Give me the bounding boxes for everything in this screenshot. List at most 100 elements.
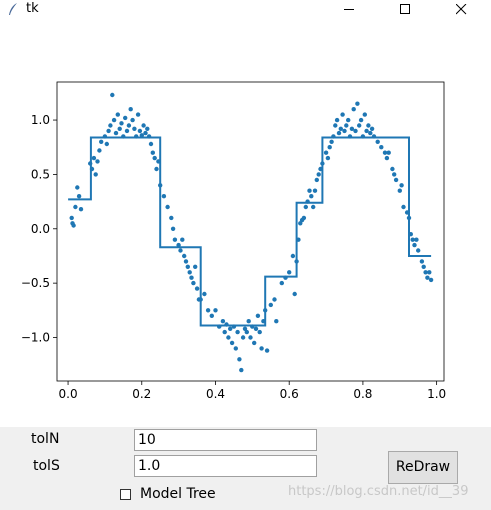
x-tick-label: 0.8 <box>353 387 372 401</box>
data-point <box>416 248 421 253</box>
plot-canvas: 0.0 0.2 0.4 0.6 0.8 1.0 −1.0 −0.5 0.0 0.5 1.0 <box>0 20 491 427</box>
data-point <box>414 237 419 242</box>
data-point <box>290 253 296 259</box>
data-point <box>152 155 157 161</box>
data-point <box>213 308 218 313</box>
data-point <box>336 130 342 136</box>
data-point <box>298 221 303 226</box>
data-point <box>301 215 307 221</box>
data-point <box>358 117 364 123</box>
data-point <box>229 340 235 346</box>
data-point <box>141 123 146 128</box>
data-point <box>421 264 426 269</box>
data-point <box>382 150 388 155</box>
data-point <box>346 117 351 123</box>
data-point <box>91 155 97 161</box>
data-point <box>279 280 284 286</box>
data-point <box>235 329 240 335</box>
data-point <box>253 326 259 331</box>
data-point <box>75 185 80 190</box>
data-point <box>150 150 155 155</box>
data-point <box>130 117 135 123</box>
data-point <box>392 172 397 177</box>
data-point <box>264 348 270 353</box>
data-point <box>312 188 318 193</box>
data-point <box>397 188 402 193</box>
data-point <box>323 150 329 155</box>
data-point <box>268 302 273 308</box>
close-button[interactable] <box>439 0 484 20</box>
data-point <box>292 291 297 297</box>
data-point <box>226 335 231 340</box>
tolS-input[interactable]: 1.0 <box>134 455 317 477</box>
x-tick-label: 0.4 <box>206 387 225 401</box>
tolS-label: tolS <box>33 458 60 474</box>
data-point <box>309 194 314 199</box>
data-point <box>375 139 380 144</box>
data-point <box>187 270 192 275</box>
data-point <box>366 123 371 128</box>
data-point <box>119 121 124 126</box>
y-tick-label: 1.0 <box>31 113 50 127</box>
watermark: https://blog.csdn.net/id__39 <box>288 484 469 499</box>
data-point <box>399 183 404 188</box>
data-point <box>423 270 428 275</box>
data-point <box>334 117 340 123</box>
close-icon <box>456 4 467 15</box>
y-tick-label: 0.5 <box>31 167 50 181</box>
tolN-label: tolN <box>31 431 60 447</box>
data-point <box>427 270 432 275</box>
data-point <box>242 326 248 331</box>
minimize-button[interactable] <box>327 0 372 20</box>
maximize-icon <box>400 4 410 14</box>
data-point <box>73 204 78 210</box>
data-point <box>220 319 226 324</box>
redraw-button[interactable]: ReDraw <box>388 451 458 484</box>
maximize-button[interactable] <box>383 0 428 20</box>
tolN-input[interactable]: 10 <box>134 429 317 451</box>
data-point <box>205 308 211 313</box>
data-point <box>255 313 261 318</box>
model-tree-label: Model Tree <box>140 486 216 502</box>
data-point <box>351 107 356 112</box>
y-tick-label: −0.5 <box>21 276 50 290</box>
data-point <box>390 166 395 172</box>
data-point <box>329 139 334 144</box>
x-tick-label: 0.6 <box>280 387 299 401</box>
model-tree-checkbox[interactable] <box>120 489 131 500</box>
data-point <box>180 237 185 242</box>
data-point <box>99 139 104 144</box>
data-point <box>316 172 321 177</box>
data-point <box>115 112 121 117</box>
data-point <box>368 130 373 136</box>
data-point <box>240 335 246 340</box>
regression-line <box>68 136 432 327</box>
data-point <box>145 126 150 131</box>
data-point <box>246 319 251 324</box>
data-point <box>362 112 367 117</box>
data-point <box>185 264 190 269</box>
data-point <box>71 223 76 228</box>
data-point <box>237 357 242 362</box>
data-point <box>139 133 144 138</box>
data-point <box>191 280 196 286</box>
data-point <box>355 101 360 106</box>
data-point <box>259 346 264 351</box>
data-point <box>132 126 137 131</box>
data-point <box>111 117 117 123</box>
data-point <box>137 128 143 134</box>
data-point <box>327 145 332 150</box>
data-point <box>169 215 174 221</box>
data-point <box>143 130 148 136</box>
data-point <box>393 177 399 183</box>
data-point <box>364 128 369 134</box>
data-point <box>233 346 238 351</box>
feather-icon <box>9 3 17 15</box>
x-tick-label: 0.0 <box>59 387 78 401</box>
data-point <box>419 259 425 264</box>
data-point <box>412 242 417 248</box>
x-tick-label: 1.0 <box>427 387 446 401</box>
data-point <box>357 123 362 128</box>
y-tick-label: −1.0 <box>21 331 50 345</box>
data-point <box>108 123 113 128</box>
